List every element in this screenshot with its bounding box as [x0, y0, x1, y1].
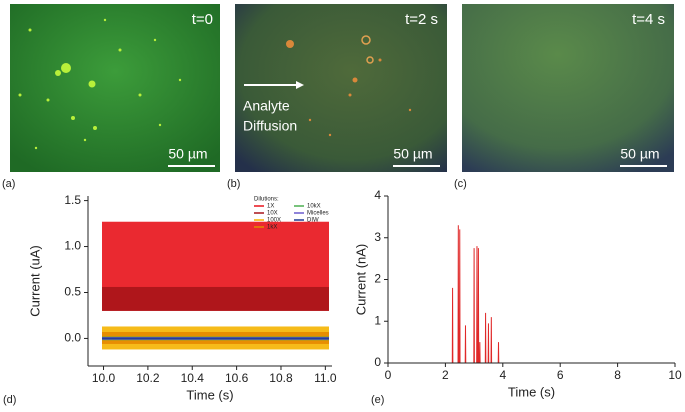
y-tick-label: 2 — [374, 272, 381, 286]
x-tick-label: 10 — [668, 368, 682, 382]
y-axis-label: Current (uA) — [27, 245, 42, 317]
x-tick-label: 0 — [385, 368, 392, 382]
legend-label: Micelles — [307, 211, 329, 217]
x-tick-label: 11.0 — [314, 371, 337, 385]
scale-label: 50 µm — [393, 146, 432, 162]
x-axis-label: Time (s) — [186, 387, 233, 402]
annotation: Analyte — [243, 98, 290, 114]
y-tick-label: 1 — [374, 313, 381, 327]
band — [102, 286, 329, 311]
y-axis-label: Current (nA) — [353, 244, 368, 316]
x-tick-label: 4 — [499, 368, 506, 382]
legend-title: Dilutions: — [254, 197, 279, 203]
panel-label: (c) — [454, 178, 467, 190]
time-label: t=2 s — [405, 11, 438, 28]
panel-label: (b) — [227, 178, 240, 190]
line — [388, 225, 675, 364]
x-axis-label: Time (s) — [508, 384, 555, 399]
scale-label: 50 µm — [168, 146, 207, 162]
x-tick-label: 10.2 — [136, 371, 160, 385]
droplets — [286, 40, 412, 137]
droplets — [361, 35, 374, 64]
legend-label: 100X — [267, 218, 281, 224]
time-label: t=0 — [192, 11, 213, 28]
legend-label: 1X — [267, 204, 274, 210]
micrograph — [10, 4, 220, 172]
y-tick-label: 1.5 — [64, 193, 81, 207]
panel-label: (a) — [2, 178, 15, 190]
x-tick-label: 10.8 — [269, 371, 293, 385]
x-tick-label: 10.4 — [181, 371, 205, 385]
x-tick-label: 10.0 — [92, 371, 116, 385]
legend-label: 10kX — [307, 204, 321, 210]
y-tick-label: 3 — [374, 230, 381, 244]
y-tick-label: 0.5 — [64, 285, 81, 299]
x-tick-label: 6 — [557, 368, 564, 382]
y-tick-label: 0 — [374, 355, 381, 369]
arrow-head — [296, 81, 304, 89]
x-tick-label: 10.6 — [225, 371, 249, 385]
x-tick-label: 8 — [614, 368, 621, 382]
droplets — [18, 18, 182, 150]
y-tick-label: 1.0 — [64, 239, 81, 253]
legend-label: DIW — [307, 218, 319, 224]
panel-label: (e) — [371, 394, 384, 406]
panel-label: (d) — [3, 394, 16, 406]
x-tick-label: 2 — [442, 368, 449, 382]
micrograph — [235, 4, 447, 172]
legend-label: 10X — [267, 211, 278, 217]
legend-label: 1kX — [267, 225, 277, 231]
band — [102, 337, 329, 340]
y-tick-label: 4 — [374, 188, 381, 202]
annotation: Diffusion — [243, 118, 297, 134]
scale-label: 50 µm — [620, 146, 659, 162]
y-tick-label: 0.0 — [64, 331, 81, 345]
micrograph — [462, 4, 674, 172]
time-label: t=4 s — [632, 11, 665, 28]
